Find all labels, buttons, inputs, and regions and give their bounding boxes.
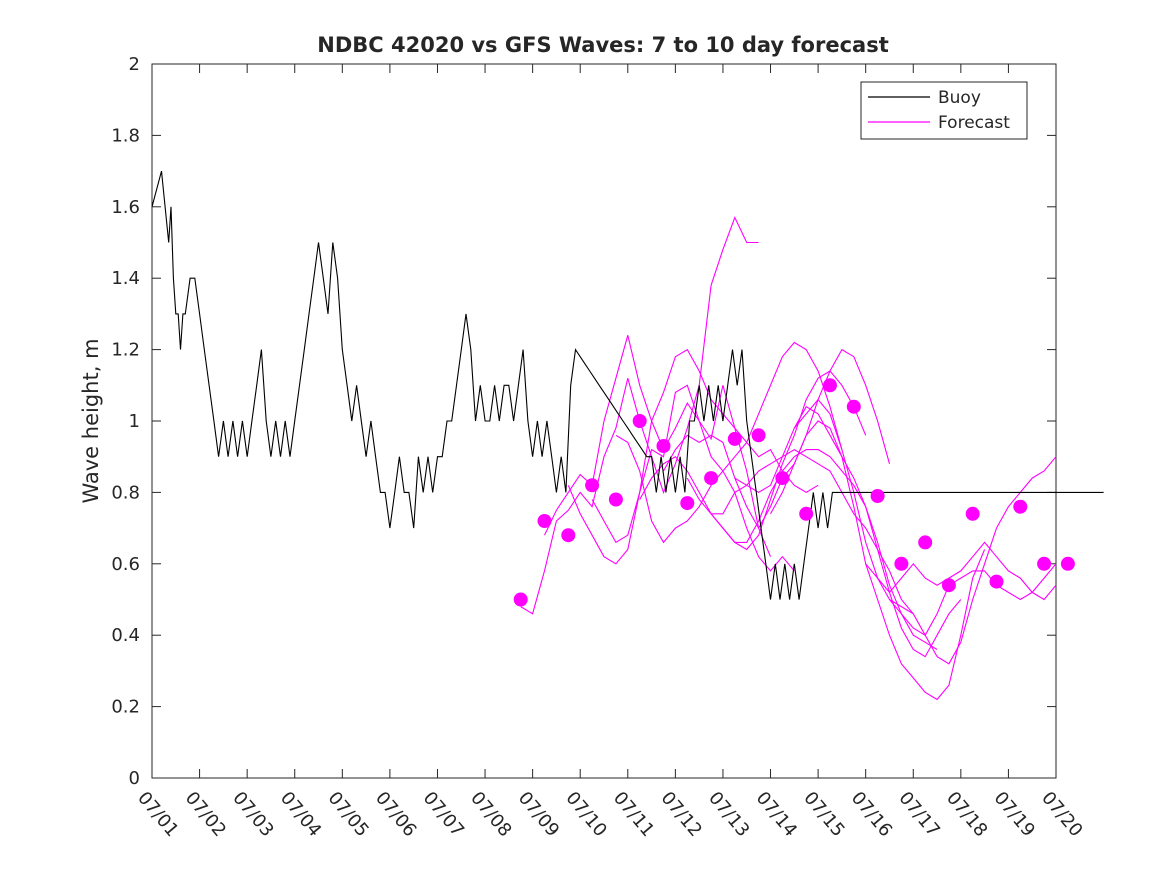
x-tick-label: 07/07 xyxy=(419,788,468,841)
forecast-point xyxy=(894,556,909,571)
forecast-point xyxy=(965,506,980,521)
y-axis-label: Wave height, m xyxy=(79,338,103,503)
x-tick-label: 07/08 xyxy=(466,788,515,841)
forecast-point xyxy=(1013,499,1028,514)
x-tick-label: 07/17 xyxy=(894,788,943,841)
buoy-series-line xyxy=(151,170,1104,600)
x-tick-label: 07/10 xyxy=(561,788,610,841)
forecast-point xyxy=(799,506,814,521)
y-tick-label: 2 xyxy=(129,54,140,75)
x-tick-label: 07/15 xyxy=(799,788,848,841)
forecast-point xyxy=(537,514,552,528)
y-tick-label: 1 xyxy=(129,411,140,432)
x-tick-label: 07/05 xyxy=(323,788,372,841)
y-tick-label: 0.2 xyxy=(111,697,140,718)
forecast-point xyxy=(751,428,766,443)
forecast-point xyxy=(727,431,742,446)
legend-box xyxy=(860,81,1028,140)
forecast-points xyxy=(513,378,1075,607)
forecast-point xyxy=(656,439,671,453)
forecast-point xyxy=(989,574,1004,589)
x-tick-label: 07/03 xyxy=(228,788,277,841)
y-tick-label: 0.4 xyxy=(111,625,140,646)
x-tick-label: 07/01 xyxy=(133,788,182,841)
x-tick-label: 07/18 xyxy=(942,788,991,841)
y-tick-label: 0.6 xyxy=(111,554,140,575)
forecast-point xyxy=(870,489,885,503)
x-tick-label: 07/04 xyxy=(276,788,325,841)
forecast-point xyxy=(585,478,600,493)
forecast-point xyxy=(1037,556,1052,571)
forecast-point xyxy=(918,535,933,550)
legend: Buoy Forecast xyxy=(860,81,1028,140)
forecast-run-line xyxy=(615,341,843,544)
forecast-point xyxy=(775,471,790,486)
forecast-run-line xyxy=(770,420,986,701)
x-tick-label: 07/09 xyxy=(514,788,563,841)
forecast-point xyxy=(941,578,956,593)
forecast-run-line xyxy=(710,449,938,650)
x-tick-label: 07/13 xyxy=(704,788,753,841)
forecast-run-line xyxy=(889,563,1057,636)
x-tick-label: 07/02 xyxy=(181,788,230,841)
forecast-point xyxy=(632,414,647,428)
forecast-run-line xyxy=(663,348,891,530)
y-tick-label: 1.4 xyxy=(111,268,140,289)
forecast-run-line xyxy=(567,384,795,572)
forecast-point xyxy=(823,378,837,393)
x-tick-label: 07/12 xyxy=(657,788,706,841)
x-tick-label: 07/11 xyxy=(609,788,658,841)
y-tick-label: 1.2 xyxy=(111,340,140,361)
y-tick-label: 1.6 xyxy=(111,197,140,218)
legend-forecast-label: Forecast xyxy=(938,113,1010,133)
forecast-point xyxy=(680,496,695,511)
forecast-point xyxy=(608,492,623,507)
forecast-runs xyxy=(520,216,1057,701)
y-tick-label: 1.8 xyxy=(111,125,140,146)
y-tick-label: 0.8 xyxy=(111,482,140,503)
forecast-run-line xyxy=(734,405,962,658)
forecast-point xyxy=(846,399,861,414)
y-tick-label: 0 xyxy=(129,768,140,789)
forecast-point xyxy=(561,528,576,543)
forecast-point xyxy=(513,592,528,607)
forecast-run-line xyxy=(865,541,1057,601)
forecast-run-line xyxy=(544,335,772,557)
x-tick-label: 07/16 xyxy=(847,788,896,841)
x-tick-label: 07/14 xyxy=(752,788,801,841)
forecast-run-line xyxy=(591,348,819,544)
y-axis-ticks: 0 0.2 0.4 0.6 0.8 1 1.2 1.4 1.6 1.8 2 xyxy=(111,54,1056,789)
x-tick-label: 07/20 xyxy=(1037,788,1086,841)
x-tick-label: 07/06 xyxy=(371,788,420,841)
forecast-run-line xyxy=(639,370,867,551)
legend-buoy-label: Buoy xyxy=(938,88,981,108)
x-tick-label: 07/19 xyxy=(990,788,1039,841)
forecast-point xyxy=(704,471,719,486)
forecast-point xyxy=(1060,556,1075,571)
chart-title: NDBC 42020 vs GFS Waves: 7 to 10 day for… xyxy=(317,33,888,57)
